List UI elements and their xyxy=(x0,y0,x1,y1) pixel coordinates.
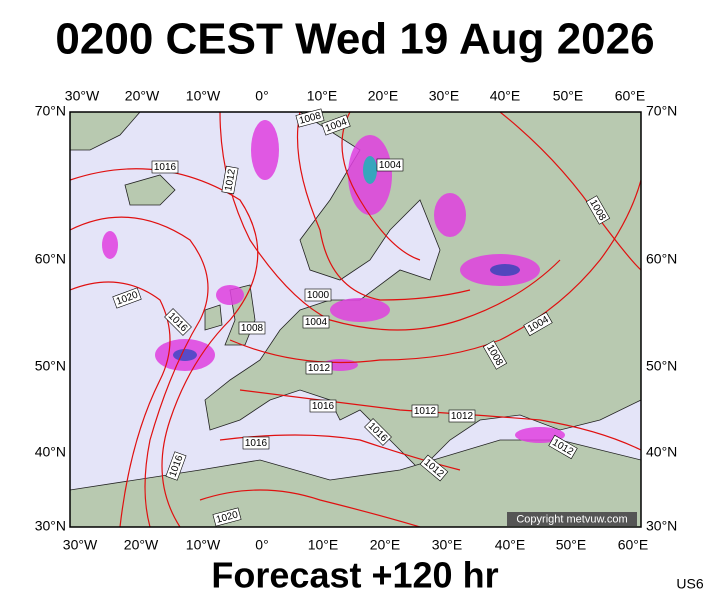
lon-label-top: 10°W xyxy=(186,88,221,104)
isobar-label-text: 1012 xyxy=(223,168,238,192)
isobar-label-box xyxy=(523,311,553,337)
title: 0200 CEST Wed 19 Aug 2026 xyxy=(55,15,654,64)
lon-label-top: 50°E xyxy=(553,88,584,104)
isobar-label-text: 1012 xyxy=(308,363,331,374)
isobar-label-text: 1004 xyxy=(305,317,328,328)
lat-label-right: 60°N xyxy=(646,251,677,267)
isobar-label-text: 1004 xyxy=(379,160,402,171)
lon-label-bottom: 0° xyxy=(255,537,268,553)
lon-label-bottom: 20°E xyxy=(370,537,401,553)
lon-label-bottom: 50°E xyxy=(556,537,587,553)
lon-label-top: 10°E xyxy=(307,88,338,104)
isobar-label: 1016 xyxy=(309,399,337,413)
lon-label-bottom: 30°W xyxy=(63,537,98,553)
isobar-label-text: 1012 xyxy=(414,406,437,417)
isobar-label-box xyxy=(585,195,611,225)
isobar-label-box xyxy=(448,409,476,423)
isobar-label-box xyxy=(321,114,351,136)
lat-label-right: 50°N xyxy=(646,358,677,374)
isobar-label-text: 1016 xyxy=(154,162,177,173)
lon-label-top: 60°E xyxy=(615,88,646,104)
isobar-label-box xyxy=(164,308,192,336)
isobar-label-box xyxy=(165,451,187,481)
isobar-label-box xyxy=(309,399,337,413)
map-frame xyxy=(69,111,642,528)
lon-label-bottom: 40°E xyxy=(495,537,526,553)
isobar-label-text: 1016 xyxy=(245,438,268,449)
lon-label-bottom: 10°E xyxy=(308,537,339,553)
isobar-label-box xyxy=(302,315,330,329)
map: Copyright metvuw.com xyxy=(69,111,642,528)
isobar-label: 1012 xyxy=(221,165,239,195)
lon-label-top: 20°W xyxy=(125,88,160,104)
land xyxy=(70,112,641,527)
isobar-label-box xyxy=(242,436,270,450)
isobar-label-box xyxy=(221,165,239,195)
isobar-label-text: 1008 xyxy=(241,323,264,334)
isobar-label-text: 1016 xyxy=(312,401,335,412)
lon-label-bottom: 20°W xyxy=(124,537,159,553)
isobar-label: 1008 xyxy=(238,321,266,335)
lon-label-top: 40°E xyxy=(490,88,521,104)
lon-label-bottom: 10°W xyxy=(186,537,221,553)
isobar-label-box xyxy=(364,418,392,446)
lon-label-bottom: 60°E xyxy=(618,537,649,553)
isobar-label: 1000 xyxy=(304,288,332,302)
lat-label-left: 50°N xyxy=(35,358,66,374)
lat-label-right: 70°N xyxy=(646,103,677,119)
lon-label-bottom: 30°E xyxy=(432,537,463,553)
isobar-label-box xyxy=(305,361,333,375)
isobar-label: 1016 xyxy=(151,160,179,174)
lon-label-top: 30°W xyxy=(65,88,100,104)
isobar-label: 1020 xyxy=(212,507,242,527)
forecast-label: Forecast +120 hr xyxy=(211,555,498,596)
isobar-label: 1004 xyxy=(302,315,330,329)
isobar-label: 1012 xyxy=(305,361,333,375)
isobar-label-box xyxy=(411,404,439,418)
isobar-label-box xyxy=(548,434,578,460)
isobar-label: 1008 xyxy=(295,108,325,128)
lon-label-top: 30°E xyxy=(429,88,460,104)
isobar-label: 1012 xyxy=(411,404,439,418)
isobar-label-box xyxy=(304,288,332,302)
copyright-box xyxy=(507,512,637,526)
lat-label-right: 30°N xyxy=(646,518,677,534)
isobar-label-box xyxy=(419,454,449,482)
isobar-label-box xyxy=(376,158,404,172)
isobar-label: 1004 xyxy=(376,158,404,172)
isobar-label-box xyxy=(295,108,325,128)
isobar-label: 1012 xyxy=(448,409,476,423)
isobar-label-text: 1012 xyxy=(451,411,474,422)
isobar-label-text: 1000 xyxy=(307,290,330,301)
isobar-label-box xyxy=(238,321,266,335)
lon-label-top: 0° xyxy=(255,88,268,104)
lat-label-left: 30°N xyxy=(35,518,66,534)
isobar-label-box xyxy=(482,340,508,370)
copyright: Copyright metvuw.com xyxy=(516,513,627,525)
model-code: US6 xyxy=(676,576,703,592)
isobar-label: 1016 xyxy=(242,436,270,450)
lat-label-left: 70°N xyxy=(35,103,66,119)
lon-label-top: 20°E xyxy=(368,88,399,104)
lat-label-left: 40°N xyxy=(35,444,66,460)
isobar-label-box xyxy=(112,287,142,309)
isobar-label-box xyxy=(212,507,242,527)
isobar-label-box xyxy=(151,160,179,174)
lat-label-left: 60°N xyxy=(35,251,66,267)
lat-label-right: 40°N xyxy=(646,444,677,460)
